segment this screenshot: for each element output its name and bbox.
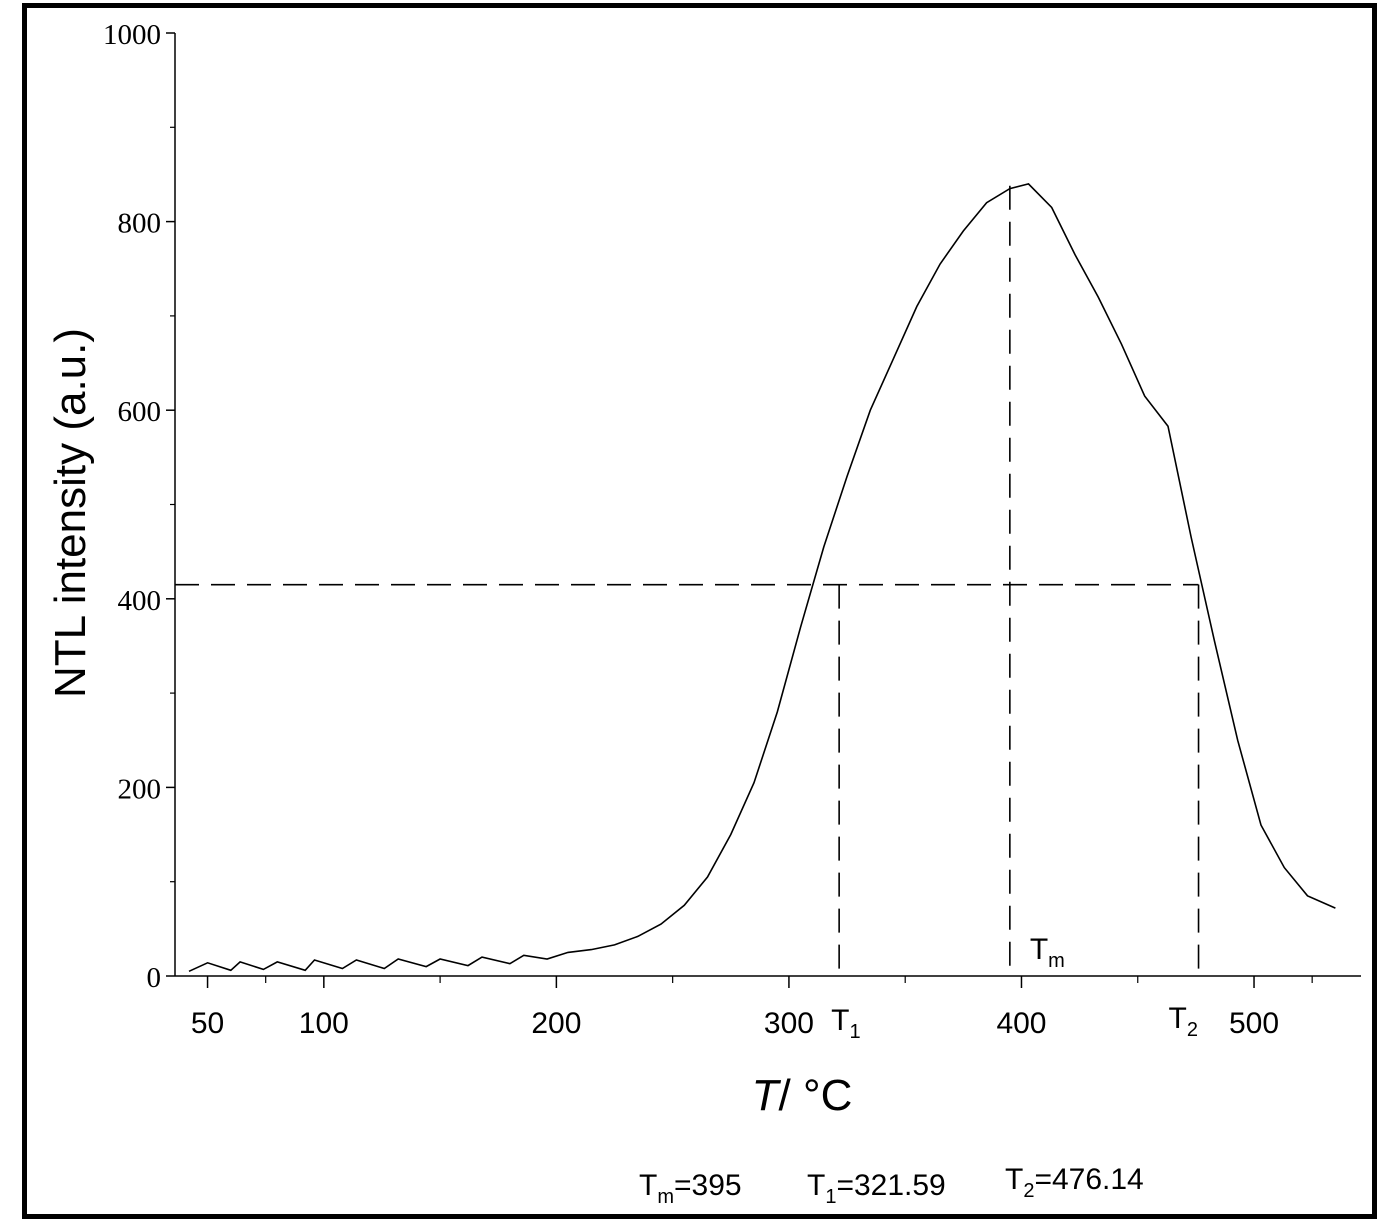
y-axis-ticks: 0 200 400 600 800 1000: [103, 19, 175, 994]
x-tick-label: 50: [191, 1007, 224, 1040]
chart-frame: 0 200 400 600 800 1000 50 100 200 300 400 500 Tm T…: [22, 3, 1377, 1219]
tm-marker-label: Tm: [1030, 933, 1065, 972]
y-tick-label: 1000: [103, 19, 161, 51]
x-tick-label: 500: [1229, 1007, 1279, 1040]
t1-marker-label: T1: [831, 1004, 860, 1043]
x-tick-label: 400: [996, 1007, 1046, 1040]
ntl-chart: 0 200 400 600 800 1000 50 100 200 300 400 500 Tm T…: [46, 19, 1361, 1208]
footer-t1: T1=321.59: [807, 1169, 946, 1208]
y-tick-label: 400: [118, 585, 162, 617]
x-tick-label: 100: [299, 1007, 349, 1040]
guide-lines: [175, 185, 1200, 976]
x-tick-label: 200: [531, 1007, 581, 1040]
ntl-curve-series: [188, 183, 1336, 973]
y-tick-label: 600: [118, 396, 162, 428]
y-tick-label: 200: [118, 773, 162, 805]
y-tick-label: 0: [147, 962, 162, 994]
y-axis-title: NTL intensity (a.u.): [46, 328, 95, 698]
footer-tm: Tm=395: [639, 1169, 742, 1208]
x-axis-ticks: 50 100 200 300 400 500: [191, 976, 1313, 1040]
x-axis-title: T/ °C: [752, 1071, 853, 1120]
footer-t2: T2=476.14: [1005, 1163, 1144, 1202]
t2-marker-label: T2: [1169, 1002, 1198, 1041]
y-tick-label: 800: [118, 208, 162, 240]
x-tick-label: 300: [764, 1007, 814, 1040]
